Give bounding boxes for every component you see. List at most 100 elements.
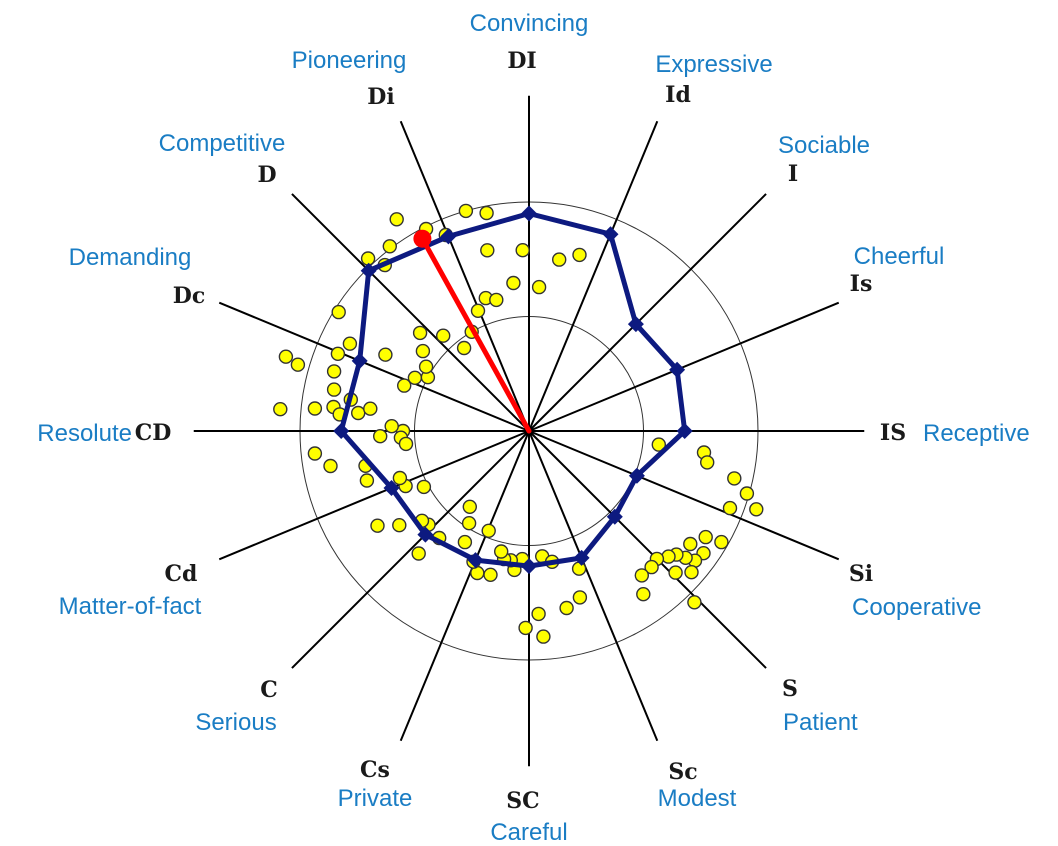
axis-label-cd: Resolute (37, 420, 132, 447)
spoke-c (291, 430, 530, 669)
spoke-dc (218, 301, 530, 432)
data-point (461, 516, 477, 531)
data-point (494, 544, 509, 559)
axis-label-is: Cheerful (854, 243, 945, 270)
data-point (370, 518, 385, 533)
spoke-is (528, 301, 840, 432)
axis-label-is: Receptive (923, 420, 1030, 447)
spoke-s (528, 430, 767, 669)
profile-marker-d (360, 262, 377, 279)
data-point (515, 242, 530, 258)
data-point (411, 546, 426, 561)
spoke-cd (218, 430, 530, 561)
profile-marker-is (676, 423, 693, 439)
data-point (531, 279, 547, 295)
data-point (714, 534, 729, 550)
profile-marker-is (669, 361, 686, 378)
profile-marker-sc (521, 558, 537, 575)
data-point (634, 568, 649, 583)
data-point (636, 587, 651, 602)
data-point (722, 500, 738, 516)
data-point (378, 347, 393, 362)
profile-marker-cd (383, 480, 400, 496)
data-point (480, 243, 495, 258)
profile-marker-di (521, 205, 537, 222)
data-point (392, 518, 407, 533)
data-point (360, 251, 376, 266)
data-point (359, 473, 375, 488)
data-point (462, 499, 477, 514)
data-point (661, 549, 676, 564)
data-point (331, 304, 346, 320)
data-point (687, 595, 702, 610)
axis-code-di: Di (367, 84, 394, 110)
data-point (416, 479, 432, 495)
data-point (392, 470, 408, 486)
spoke-cs (399, 430, 530, 742)
data-point (571, 561, 587, 576)
data-point (398, 436, 414, 452)
data-point (644, 559, 659, 575)
spoke-sc (528, 430, 659, 742)
data-point (373, 429, 388, 444)
data-point (436, 328, 451, 343)
axis-code-c: C (260, 677, 278, 703)
axis-code-sc: Sc (668, 759, 697, 785)
axis-label-sc: Modest (658, 785, 737, 812)
spoke-id (528, 120, 659, 432)
data-point (326, 382, 342, 397)
data-point (307, 401, 323, 416)
data-point (552, 252, 567, 267)
data-point (683, 536, 698, 552)
axis-label-cs: Private (338, 785, 413, 812)
axis-label-i: Sociable (778, 132, 870, 159)
data-point (389, 212, 404, 227)
data-point (330, 346, 346, 361)
data-point (572, 247, 587, 263)
axis-code-si: Si (849, 561, 873, 587)
data-point (536, 629, 551, 644)
data-point (518, 620, 533, 636)
axis-code-di: DI (507, 48, 536, 74)
data-point (418, 359, 434, 374)
data-point (698, 529, 713, 545)
axis-label-d: Competitive (159, 130, 286, 157)
axis-label-cd: Matter-of-fact (59, 593, 202, 620)
axis-code-cd: CD (135, 420, 172, 446)
profile-marker-i (627, 316, 644, 333)
spoke-i (528, 193, 767, 432)
data-point (351, 405, 366, 421)
axis-label-id: Expressive (655, 51, 772, 78)
data-point (483, 567, 498, 582)
points-layer (273, 203, 764, 644)
data-point (407, 370, 423, 385)
profile-marker-cd (333, 423, 350, 439)
data-point (307, 446, 323, 461)
data-point (749, 502, 764, 517)
data-point (489, 292, 504, 308)
data-point (397, 378, 412, 393)
data-point (727, 471, 742, 486)
axis-label-dc: Demanding (69, 244, 192, 271)
profile-marker-si (628, 467, 645, 484)
data-point (278, 349, 294, 364)
spokes-layer (193, 95, 865, 767)
data-point (479, 205, 494, 221)
axis-code-cd: Cd (165, 561, 198, 587)
axis-code-id: Id (665, 82, 691, 108)
axis-label-s: Patient (783, 709, 858, 736)
axis-code-s: S (782, 676, 798, 702)
spoke-di (399, 120, 530, 432)
axis-code-is: IS (880, 420, 906, 446)
data-point (457, 534, 473, 550)
axis-label-c: Serious (195, 709, 276, 736)
profile-layer (333, 205, 693, 575)
highlight-point (413, 229, 432, 248)
data-point (559, 600, 574, 616)
axis-code-d: D (257, 162, 276, 188)
axis-code-is: Is (850, 271, 873, 297)
profile-marker-c (417, 526, 434, 543)
axis-label-si: Cooperative (852, 594, 981, 621)
axis-label-di: Pioneering (292, 47, 407, 74)
